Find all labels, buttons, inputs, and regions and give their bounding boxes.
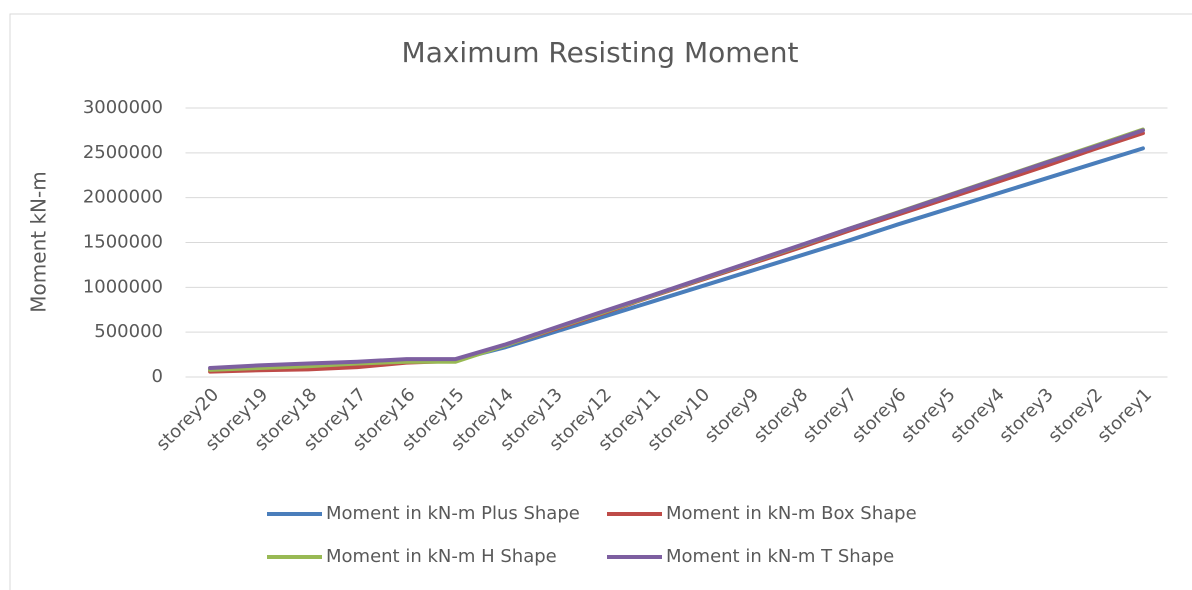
y-tick-label: 1500000: [83, 232, 163, 253]
series-line: [208, 128, 1145, 371]
chart-title: Maximum Resisting Moment: [402, 36, 799, 69]
y-tick-label: 0: [152, 366, 163, 387]
y-tick-label: 500000: [94, 321, 163, 342]
y-tick-label: 3000000: [83, 97, 163, 118]
y-axis-label: Moment kN-m: [27, 171, 51, 312]
chart-border: [9, 13, 1192, 590]
y-tick-label: 1000000: [83, 276, 163, 297]
legend-label: Moment in kN-m Plus Shape: [326, 503, 580, 524]
y-tick-label: 2000000: [83, 187, 163, 208]
y-tick-label: 2500000: [83, 142, 163, 163]
legend-label: Moment in kN-m H Shape: [326, 546, 557, 567]
legend-label: Moment in kN-m T Shape: [666, 546, 894, 567]
legend-label: Moment in kN-m Box Shape: [666, 503, 917, 524]
